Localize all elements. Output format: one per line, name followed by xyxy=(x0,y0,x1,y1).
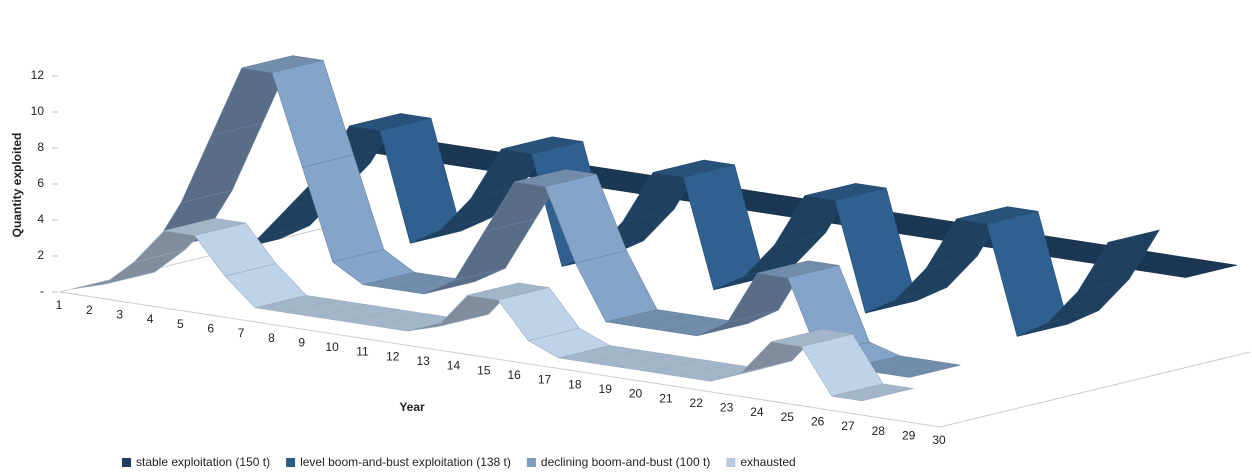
x-tick-label: 2 xyxy=(86,303,93,317)
legend-label: declining boom-and-bust (100 t) xyxy=(541,455,710,469)
x-tick-label: 3 xyxy=(116,307,123,321)
x-tick-label: 24 xyxy=(750,405,764,419)
legend-label: level boom-and-bust exploitation (138 t) xyxy=(300,455,511,469)
legend-label: stable exploitation (150 t) xyxy=(136,455,270,469)
x-tick-label: 15 xyxy=(477,363,491,377)
x-tick-label: 18 xyxy=(568,377,582,391)
y-tick-label: 8 xyxy=(37,140,44,154)
x-tick-label: 12 xyxy=(386,349,400,363)
x-tick-label: 13 xyxy=(416,354,430,368)
y-tick-label: 6 xyxy=(37,176,44,190)
x-tick-label: 17 xyxy=(538,373,552,387)
x-tick-label: 29 xyxy=(902,429,916,443)
x-tick-label: 10 xyxy=(325,340,339,354)
y-tick-label: 4 xyxy=(37,212,44,226)
ribbon-segment xyxy=(575,250,658,323)
x-tick-label: 26 xyxy=(811,415,825,429)
x-tick-label: 16 xyxy=(507,368,521,382)
x-tick-label: 6 xyxy=(207,321,214,335)
legend-swatch xyxy=(726,458,736,467)
ribbon-segment xyxy=(271,59,354,168)
x-tick-label: 30 xyxy=(932,433,946,447)
ribbon-segment xyxy=(1077,229,1160,293)
y-tick-label: 10 xyxy=(31,104,45,118)
y-tick-label: 2 xyxy=(37,248,44,262)
y-axis-label: Quantity exploited xyxy=(10,133,24,238)
x-tick-label: 8 xyxy=(268,331,275,345)
x-tick-label: 9 xyxy=(298,335,305,349)
x-tick-label: 7 xyxy=(238,326,245,340)
x-tick-label: 20 xyxy=(629,387,643,401)
x-axis-label: Year xyxy=(399,400,425,414)
ribbon-segment xyxy=(180,122,264,204)
legend-swatch xyxy=(526,458,536,467)
x-tick-label: 27 xyxy=(841,419,855,433)
legend-swatch xyxy=(122,458,131,467)
legend-label: exhausted xyxy=(740,455,795,469)
x-tick-label: 22 xyxy=(690,396,704,410)
x-tick-label: 5 xyxy=(177,317,184,331)
ribbon-segment xyxy=(831,383,914,402)
ribbon-segment xyxy=(878,360,961,378)
y-tick-label: 12 xyxy=(31,68,45,82)
x-tick-label: 21 xyxy=(659,391,673,405)
x-tick-label: 11 xyxy=(356,345,369,359)
x-tick-label: 14 xyxy=(447,359,461,373)
x-tick-label: 19 xyxy=(599,382,613,396)
x-tick-label: 25 xyxy=(781,410,795,424)
legend-swatch xyxy=(286,458,296,467)
x-tick-label: 4 xyxy=(147,312,154,326)
y-tick-label: - xyxy=(40,284,44,298)
x-tick-label: 28 xyxy=(872,424,886,438)
x-tick-label: 1 xyxy=(56,298,63,312)
x-tick-label: 23 xyxy=(720,401,734,415)
ribbon-segment xyxy=(1155,260,1237,278)
